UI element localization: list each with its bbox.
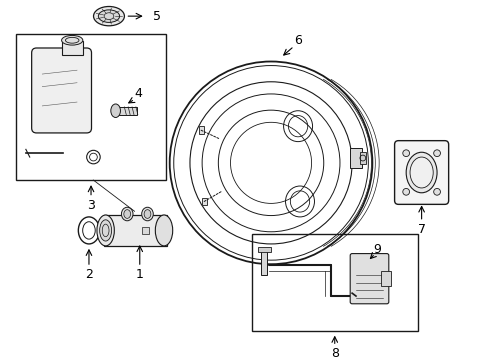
Bar bbox=[251, 234, 417, 331]
Bar bbox=[359, 152, 365, 164]
Bar bbox=[16, 33, 165, 180]
Ellipse shape bbox=[98, 10, 120, 22]
Bar bbox=[142, 226, 149, 234]
Ellipse shape bbox=[111, 104, 120, 117]
Bar bbox=[202, 198, 206, 205]
Bar bbox=[380, 271, 390, 287]
Ellipse shape bbox=[100, 220, 111, 241]
Text: 4: 4 bbox=[134, 87, 142, 100]
Ellipse shape bbox=[409, 157, 432, 188]
Bar bbox=[199, 126, 203, 134]
Text: 7: 7 bbox=[417, 223, 425, 236]
Ellipse shape bbox=[97, 215, 114, 246]
Ellipse shape bbox=[121, 207, 133, 221]
Bar bbox=[104, 215, 166, 246]
Ellipse shape bbox=[61, 35, 82, 45]
Bar bbox=[349, 148, 361, 168]
FancyBboxPatch shape bbox=[32, 48, 91, 133]
Text: 2: 2 bbox=[85, 268, 93, 281]
Text: 9: 9 bbox=[372, 243, 380, 256]
FancyBboxPatch shape bbox=[349, 253, 388, 304]
Text: 6: 6 bbox=[294, 34, 302, 47]
Ellipse shape bbox=[155, 215, 172, 246]
Circle shape bbox=[402, 188, 409, 195]
Circle shape bbox=[433, 150, 440, 157]
Ellipse shape bbox=[93, 6, 124, 26]
Text: 8: 8 bbox=[330, 347, 338, 360]
Bar bbox=[61, 41, 82, 55]
Text: 5: 5 bbox=[153, 10, 161, 23]
Bar bbox=[261, 248, 266, 275]
FancyBboxPatch shape bbox=[394, 141, 447, 204]
Circle shape bbox=[433, 188, 440, 195]
Text: 3: 3 bbox=[87, 199, 95, 212]
Bar bbox=[257, 247, 270, 252]
Ellipse shape bbox=[406, 152, 436, 193]
Ellipse shape bbox=[144, 210, 151, 219]
Circle shape bbox=[402, 150, 409, 157]
Ellipse shape bbox=[142, 207, 153, 221]
Text: 1: 1 bbox=[136, 268, 143, 281]
Ellipse shape bbox=[123, 210, 130, 219]
Bar bbox=[115, 107, 137, 114]
